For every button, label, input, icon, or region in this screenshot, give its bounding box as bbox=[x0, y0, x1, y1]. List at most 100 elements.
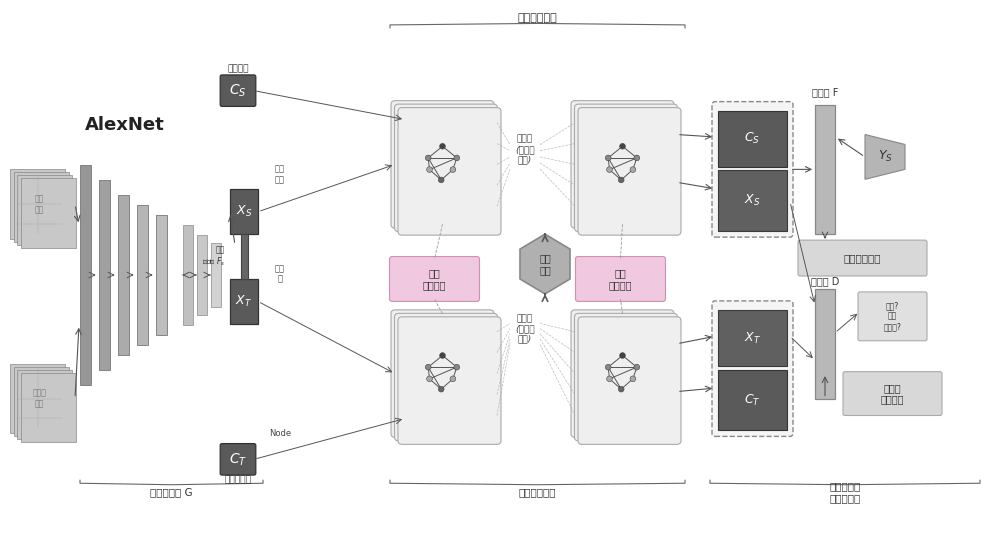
Text: $C_T$: $C_T$ bbox=[229, 451, 247, 467]
FancyBboxPatch shape bbox=[574, 313, 678, 441]
Text: 隐藏层
(图卷积
网络): 隐藏层 (图卷积 网络) bbox=[515, 135, 535, 164]
FancyBboxPatch shape bbox=[394, 104, 498, 232]
Bar bbox=[230, 189, 258, 234]
Text: 特征提取器 G: 特征提取器 G bbox=[150, 487, 193, 497]
Circle shape bbox=[438, 177, 444, 183]
Bar bbox=[99, 180, 110, 370]
Text: 类别质心学习: 类别质心学习 bbox=[518, 13, 557, 23]
Text: 构成
节点: 构成 节点 bbox=[275, 164, 285, 184]
FancyBboxPatch shape bbox=[394, 313, 498, 441]
Circle shape bbox=[630, 376, 636, 381]
Text: $X_S$: $X_S$ bbox=[236, 204, 252, 219]
FancyBboxPatch shape bbox=[858, 292, 927, 341]
FancyBboxPatch shape bbox=[398, 107, 501, 235]
Circle shape bbox=[450, 376, 456, 381]
FancyBboxPatch shape bbox=[390, 256, 480, 301]
Text: $C_S$: $C_S$ bbox=[229, 82, 247, 99]
Circle shape bbox=[605, 155, 611, 161]
FancyBboxPatch shape bbox=[578, 317, 681, 444]
Circle shape bbox=[630, 167, 636, 173]
Text: 鉴别器 D: 鉴别器 D bbox=[811, 276, 839, 286]
Circle shape bbox=[618, 177, 624, 183]
Text: 监督分类损失: 监督分类损失 bbox=[844, 253, 881, 263]
Text: 源域?
还是
目标域?: 源域? 还是 目标域? bbox=[884, 301, 901, 331]
Bar bbox=[183, 225, 193, 325]
Text: 质心指导的
对抗性对齐: 质心指导的 对抗性对齐 bbox=[829, 481, 861, 503]
Circle shape bbox=[634, 155, 640, 161]
FancyBboxPatch shape bbox=[391, 310, 494, 437]
Bar bbox=[815, 289, 835, 398]
FancyBboxPatch shape bbox=[843, 372, 942, 415]
Bar bbox=[17, 175, 72, 245]
Polygon shape bbox=[865, 134, 905, 179]
Circle shape bbox=[440, 144, 445, 149]
Text: $X_S$: $X_S$ bbox=[744, 193, 761, 208]
Circle shape bbox=[607, 376, 612, 381]
Text: 对抗性
对齐损失: 对抗性 对齐损失 bbox=[881, 383, 904, 404]
Text: 源域质心: 源域质心 bbox=[227, 64, 249, 73]
Circle shape bbox=[454, 364, 460, 370]
FancyBboxPatch shape bbox=[220, 443, 256, 475]
Text: 目标域
图片: 目标域 图片 bbox=[33, 389, 46, 408]
Bar bbox=[137, 206, 148, 345]
Circle shape bbox=[620, 353, 625, 358]
Bar bbox=[718, 111, 787, 167]
Bar bbox=[14, 367, 68, 436]
FancyBboxPatch shape bbox=[571, 101, 674, 228]
Circle shape bbox=[607, 167, 612, 173]
Circle shape bbox=[438, 386, 444, 392]
Bar bbox=[156, 215, 167, 335]
Text: AlexNet: AlexNet bbox=[85, 116, 165, 134]
Bar bbox=[17, 370, 72, 439]
FancyBboxPatch shape bbox=[574, 104, 678, 232]
Text: 类别质心对齐: 类别质心对齐 bbox=[519, 487, 556, 497]
Circle shape bbox=[450, 167, 456, 173]
Text: 权重
共享: 权重 共享 bbox=[539, 253, 551, 275]
Bar bbox=[10, 169, 65, 239]
Text: $X_T$: $X_T$ bbox=[235, 294, 253, 309]
Text: $C_T$: $C_T$ bbox=[744, 392, 761, 408]
Text: 源域
分类器 $F_s$: 源域 分类器 $F_s$ bbox=[202, 245, 225, 268]
FancyBboxPatch shape bbox=[220, 75, 256, 106]
Circle shape bbox=[605, 364, 611, 370]
Bar bbox=[718, 170, 787, 231]
Text: 隐藏层
(图卷积
网络): 隐藏层 (图卷积 网络) bbox=[515, 314, 535, 344]
Bar bbox=[80, 165, 91, 385]
Circle shape bbox=[425, 364, 431, 370]
Bar bbox=[118, 195, 129, 355]
Text: 分类器 F: 分类器 F bbox=[812, 88, 838, 98]
Bar bbox=[14, 173, 68, 242]
Bar bbox=[230, 279, 258, 324]
FancyBboxPatch shape bbox=[712, 101, 793, 237]
Bar bbox=[718, 310, 787, 366]
Text: Node: Node bbox=[269, 429, 291, 438]
Bar bbox=[241, 234, 248, 279]
Circle shape bbox=[427, 167, 432, 173]
Text: 质心
对齐损失: 质心 对齐损失 bbox=[423, 268, 446, 290]
Text: 源域
图片: 源域 图片 bbox=[35, 195, 44, 214]
Text: $X_T$: $X_T$ bbox=[744, 330, 761, 346]
Bar bbox=[20, 178, 76, 248]
Circle shape bbox=[634, 364, 640, 370]
Circle shape bbox=[618, 386, 624, 392]
Polygon shape bbox=[520, 234, 570, 294]
Circle shape bbox=[425, 155, 431, 161]
FancyBboxPatch shape bbox=[391, 101, 494, 228]
FancyBboxPatch shape bbox=[712, 301, 793, 436]
Circle shape bbox=[454, 155, 460, 161]
Bar bbox=[20, 373, 76, 442]
Circle shape bbox=[440, 353, 445, 358]
Text: $Y_S$: $Y_S$ bbox=[878, 150, 892, 164]
Bar bbox=[211, 243, 221, 307]
Text: 构成
边: 构成 边 bbox=[275, 264, 285, 284]
Bar bbox=[718, 369, 787, 430]
FancyBboxPatch shape bbox=[578, 107, 681, 235]
FancyBboxPatch shape bbox=[571, 310, 674, 437]
FancyBboxPatch shape bbox=[576, 256, 666, 301]
Circle shape bbox=[620, 144, 625, 149]
Text: 目标域质心: 目标域质心 bbox=[225, 476, 251, 485]
Bar bbox=[10, 364, 65, 433]
Bar bbox=[815, 105, 835, 234]
Text: $C_S$: $C_S$ bbox=[744, 132, 761, 146]
FancyBboxPatch shape bbox=[398, 317, 501, 444]
